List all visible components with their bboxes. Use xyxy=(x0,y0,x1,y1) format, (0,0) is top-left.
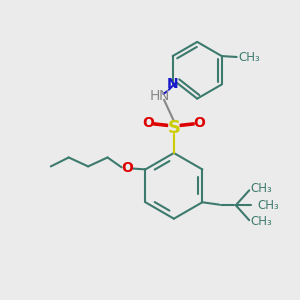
Text: CH₃: CH₃ xyxy=(257,199,279,212)
Text: O: O xyxy=(193,116,205,130)
Text: N: N xyxy=(158,89,169,103)
Text: S: S xyxy=(167,118,180,136)
Text: O: O xyxy=(142,116,154,130)
Text: CH₃: CH₃ xyxy=(251,215,272,228)
Text: CH₃: CH₃ xyxy=(251,182,272,195)
Text: N: N xyxy=(167,77,178,92)
Text: H: H xyxy=(150,89,160,103)
Text: CH₃: CH₃ xyxy=(238,51,260,64)
Text: O: O xyxy=(121,161,133,175)
